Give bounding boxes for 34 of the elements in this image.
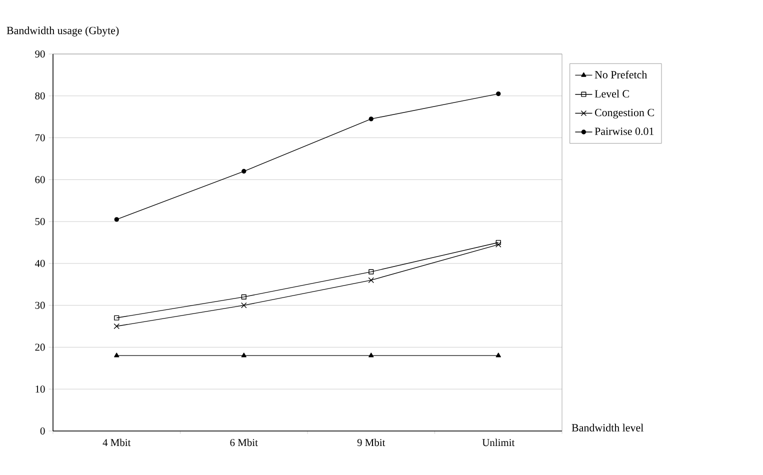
x-tick-label: Unlimit: [482, 438, 515, 446]
y-tick-label: 80: [35, 92, 45, 100]
legend-label: Pairwise 0.01: [594, 128, 654, 136]
y-tick-label: 60: [35, 176, 45, 184]
point: [496, 352, 501, 358]
y-axis-title: Bandwidth usage (Gbyte): [6, 26, 119, 36]
point: [240, 302, 247, 308]
point: [241, 294, 246, 300]
x-tick-label: 9 Mbit: [357, 438, 386, 446]
point: [496, 91, 501, 96]
y-tick-label: 10: [36, 386, 45, 393]
y-tick-label: 20: [35, 344, 45, 351]
point: [114, 315, 120, 320]
y-tick-label: 70: [35, 134, 45, 142]
point: [114, 323, 120, 330]
legend-label: Congestion C: [594, 108, 654, 118]
x-axis-title: Bandwidth level: [572, 424, 644, 432]
x-tick-label: 4 Mbit: [102, 438, 131, 446]
y-tick-label: 50: [35, 218, 45, 226]
y-tick-label: 40: [34, 260, 45, 267]
legend-label: Level C: [594, 90, 629, 98]
point: [368, 277, 374, 284]
point: [114, 352, 120, 358]
point: [241, 352, 246, 358]
legend-label: No Prefetch: [594, 70, 648, 78]
y-tick-label: 0: [40, 427, 45, 435]
x-tick-label: 6 Mbit: [230, 438, 258, 446]
point: [368, 269, 374, 274]
y-tick-label: 30: [35, 302, 45, 309]
point: [242, 168, 246, 174]
point: [368, 116, 374, 122]
y-tick-label: 90: [35, 50, 45, 58]
point: [114, 217, 119, 222]
point: [368, 352, 374, 358]
